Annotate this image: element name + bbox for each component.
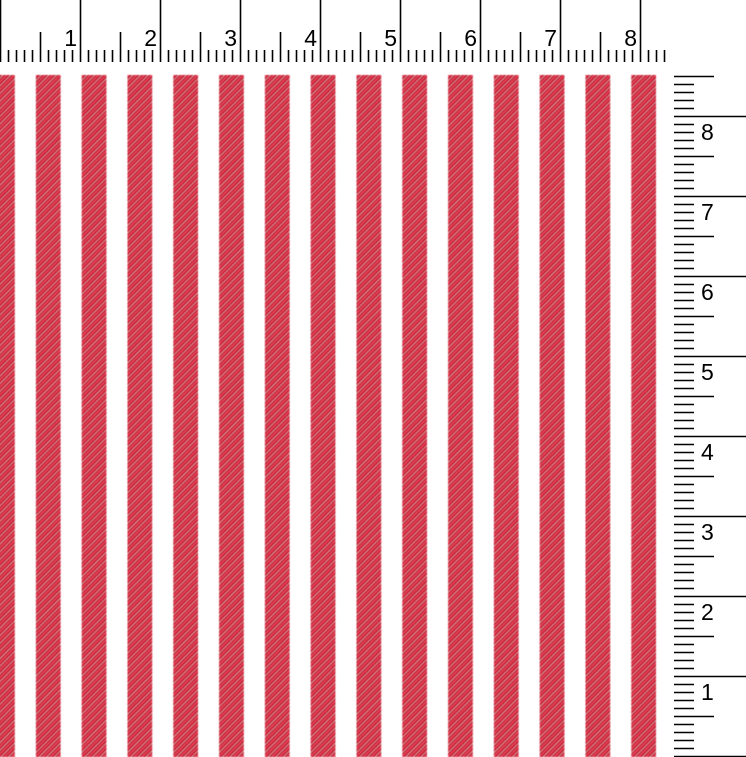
svg-text:2: 2 — [144, 25, 157, 51]
svg-text:1: 1 — [64, 25, 77, 51]
svg-text:8: 8 — [624, 25, 637, 51]
svg-text:8: 8 — [701, 119, 714, 145]
svg-text:6: 6 — [701, 279, 714, 305]
svg-text:3: 3 — [701, 519, 714, 545]
svg-text:4: 4 — [304, 25, 317, 51]
svg-text:7: 7 — [701, 199, 714, 225]
svg-text:3: 3 — [224, 25, 237, 51]
svg-text:5: 5 — [701, 359, 714, 385]
svg-text:1: 1 — [701, 679, 714, 705]
svg-text:4: 4 — [701, 439, 714, 465]
svg-text:5: 5 — [384, 25, 397, 51]
svg-text:6: 6 — [464, 25, 477, 51]
svg-text:7: 7 — [544, 25, 557, 51]
svg-text:2: 2 — [701, 599, 714, 625]
